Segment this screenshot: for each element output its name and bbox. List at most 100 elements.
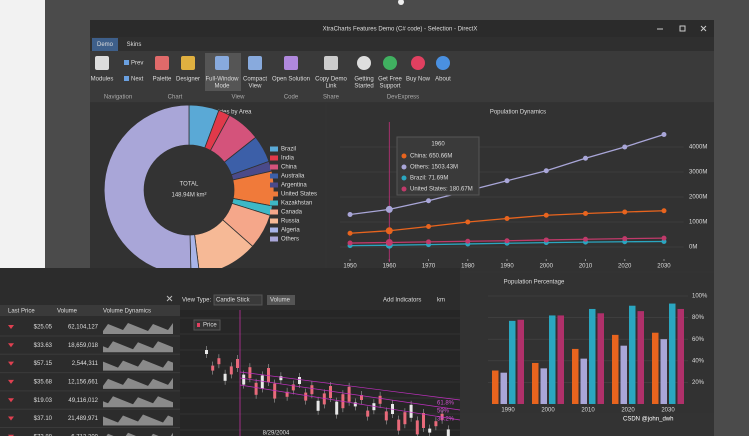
candle [329,386,332,398]
tooltip-entry: Others: 1503.43M [410,165,458,171]
ribbon-label[interactable]: Link [325,84,337,90]
ribbon-label[interactable]: Copy Demo [315,77,347,83]
candle [335,401,339,415]
point [661,132,667,137]
volume-button[interactable] [267,295,295,305]
ribbon-label[interactable]: Getting [354,77,373,83]
dropdown-value[interactable]: Candle Stick [216,298,251,304]
ribbon-label[interactable]: Open Solution [272,77,310,83]
bar [549,315,556,404]
ribbon-label[interactable]: Get Free [378,77,402,83]
tooltip-entry: United States: 180.67M [410,187,473,193]
ribbon-icon[interactable] [284,56,298,70]
donut-center-label: TOTAL [180,182,199,188]
tab-active[interactable] [92,38,118,51]
candle [347,386,351,402]
ribbon-label[interactable]: Started [354,84,373,90]
sparkline [103,396,173,408]
ribbon-label[interactable]: View [249,84,263,90]
legend-label: United States [281,192,317,198]
close-pane[interactable] [166,295,173,302]
ribbon-label[interactable]: Compact [243,77,267,83]
ribbon-label[interactable]: Next [131,77,144,83]
sparkline [103,377,173,389]
candle [422,413,425,428]
table-header [0,305,180,316]
price-cell: $19.03 [34,398,53,404]
ribbon-icon[interactable] [411,56,425,70]
point [543,168,549,174]
candle [378,395,382,404]
ribbon-icon[interactable] [324,56,338,70]
trend-icon [8,398,14,403]
bar [492,370,499,404]
ribbon-icon[interactable] [383,56,397,70]
window-title: XtraCharts Features Demo (C# code) - Sel… [323,27,478,33]
tooltip-entry: Brazil: 71.69M [410,176,448,182]
ribbon-label[interactable]: Mode [214,84,230,90]
ribbon-label[interactable]: Palette [153,77,172,83]
candle [217,358,221,365]
ribbon-icon[interactable] [95,56,109,70]
legend-swatch [270,218,278,224]
ribbon-label[interactable]: Designer [176,77,200,83]
candle [298,377,301,384]
volume-label[interactable]: Volume [270,298,291,304]
donut-hole [144,145,234,235]
ribbon-icon[interactable] [155,56,169,70]
ribbon-icon [124,76,129,81]
ribbon-icon[interactable] [436,56,450,70]
bar [612,334,619,404]
sparkline [103,323,173,334]
km-button[interactable]: km [437,298,445,304]
ribbon-icon[interactable] [215,56,229,70]
bar-title: Population Percentage [504,280,565,286]
view-dropdown[interactable] [213,294,263,306]
ribbon-group: Code [284,95,299,101]
ribbon-group: Chart [168,95,183,101]
candle [316,400,320,411]
ribbon-label[interactable]: Modules [91,77,114,83]
y-tick-label: 0M [689,245,697,251]
side-window [0,0,45,268]
candle [285,391,289,397]
legend-label: Others [281,237,299,243]
trend-icon [8,379,14,384]
line-title: Population Dynamics [490,110,546,116]
legend-swatch [270,209,278,215]
maximize[interactable] [679,25,686,32]
point [582,236,588,242]
column-header: Volume Dynamics [103,309,151,315]
point [504,178,510,184]
tab[interactable]: Skins [127,42,142,48]
legend-label: Russia [281,219,300,225]
x-tick-label: 1950 [343,264,357,270]
dot [398,0,404,5]
volume-cell: 12,156,661 [68,379,99,385]
candle [273,383,277,399]
point [504,238,510,244]
close[interactable] [700,25,707,32]
point [385,238,393,246]
candle [384,411,388,421]
ribbon-label[interactable]: About [435,77,451,83]
tooltip-entry: China: 650.66M [410,154,452,160]
ribbon-icon[interactable] [181,56,195,70]
legend-label: Brazil [281,147,296,153]
ribbon-label[interactable]: Full-Window [205,77,239,83]
bar [589,308,596,404]
ribbon-label[interactable]: Support [379,84,400,90]
trend-icon [8,325,14,329]
ribbon-icon[interactable] [248,56,262,70]
bar [532,362,539,404]
bar [517,319,524,404]
bar [652,332,659,404]
tab[interactable]: Demo [97,42,114,48]
indicators[interactable]: Add Indicators [383,298,421,304]
legend-swatch [270,173,278,179]
ribbon-label[interactable]: Buy Now [406,77,431,83]
candle [236,359,239,368]
ribbon-label[interactable]: Prev [131,61,143,67]
ribbon-group: Navigation [104,95,132,101]
ribbon-icon[interactable] [357,56,371,70]
